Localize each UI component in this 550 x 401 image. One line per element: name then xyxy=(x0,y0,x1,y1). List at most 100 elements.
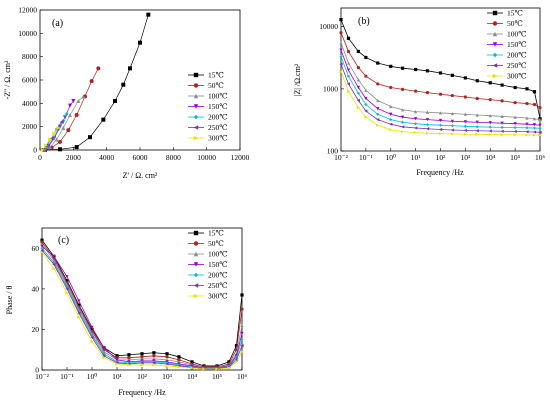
x-tick-label: 10² xyxy=(137,372,148,381)
panel-label-a: (a) xyxy=(52,18,63,29)
data-point xyxy=(525,87,528,90)
data-point xyxy=(339,31,342,34)
data-point xyxy=(364,75,367,78)
data-point xyxy=(401,125,404,128)
x-tick-label: 10¹ xyxy=(112,372,122,381)
data-point xyxy=(533,130,536,133)
legend-item: 300℃ xyxy=(188,292,228,301)
legend-marker xyxy=(194,115,198,119)
legend-item: 100℃ xyxy=(188,92,228,101)
data-point xyxy=(240,332,243,335)
legend-label: 300℃ xyxy=(507,72,527,81)
impedance-modulus-chart: 10⁻² 10⁻¹ 10⁰ 10¹ 10² 10³ 10⁴ 10⁵ 10⁶10010001000… xyxy=(293,8,545,177)
legend-item: 150℃ xyxy=(188,260,228,269)
data-point xyxy=(476,79,479,82)
y-tick-label: 10000 xyxy=(319,22,338,31)
data-point xyxy=(489,126,492,129)
data-point xyxy=(339,41,342,44)
legend-b: 15℃50℃100℃150℃200℃250℃300℃ xyxy=(487,9,527,81)
legend-item: 50℃ xyxy=(188,81,224,90)
legend-marker xyxy=(493,21,497,25)
legend-label: 300℃ xyxy=(208,134,228,143)
data-point xyxy=(389,65,392,68)
legend-label: 15℃ xyxy=(507,9,523,18)
data-point xyxy=(347,50,350,53)
data-point xyxy=(347,69,350,72)
legend-item: 300℃ xyxy=(188,134,228,143)
data-point xyxy=(77,316,80,319)
data-point xyxy=(165,352,168,355)
data-point xyxy=(426,127,429,130)
y-tick-label: 20 xyxy=(32,325,40,334)
data-point xyxy=(389,123,392,126)
data-point xyxy=(426,123,429,126)
data-point xyxy=(426,91,429,94)
legend-marker xyxy=(493,74,497,78)
legend-item: 200℃ xyxy=(188,271,228,280)
data-point xyxy=(414,90,417,93)
x-tick-label: 10¹ xyxy=(411,153,421,162)
y-tick-label: 100 xyxy=(327,147,339,156)
data-point xyxy=(501,130,504,133)
impedance-nyquist-chart: 0 2000 4000 6000 8000 10000 120000200040006000… xyxy=(3,6,250,181)
legend-item: 15℃ xyxy=(188,71,224,80)
legend-marker xyxy=(194,294,198,298)
legend-label: 200℃ xyxy=(208,113,228,122)
data-point xyxy=(489,129,492,132)
data-point xyxy=(464,76,467,79)
legend-label: 50℃ xyxy=(208,239,224,248)
data-point xyxy=(165,355,168,358)
data-point xyxy=(501,83,504,86)
data-point xyxy=(58,147,62,151)
data-point xyxy=(52,267,55,270)
data-point xyxy=(525,130,528,133)
y-tick-label: 12000 xyxy=(18,6,37,15)
data-point xyxy=(464,129,467,132)
y-tick-label: 1000 xyxy=(323,84,338,93)
legend-item: 150℃ xyxy=(188,102,228,111)
data-point xyxy=(357,66,360,69)
x-tick-label: 2000 xyxy=(66,153,81,162)
series-line xyxy=(44,96,83,150)
legend-marker xyxy=(493,11,497,15)
data-point xyxy=(128,66,132,70)
data-point xyxy=(538,127,541,130)
legend-item: 100℃ xyxy=(487,30,527,39)
data-point xyxy=(501,99,504,102)
y-tick-label: 0 xyxy=(33,146,37,155)
legend-item: 200℃ xyxy=(188,113,228,122)
data-point xyxy=(514,133,517,136)
legend-item: 50℃ xyxy=(188,239,224,248)
legend-label: 200℃ xyxy=(507,51,527,60)
legend-item: 100℃ xyxy=(188,250,228,259)
legend-item: 250℃ xyxy=(188,123,228,132)
x-tick-label: 10⁵ xyxy=(212,372,223,381)
legend-label: 250℃ xyxy=(208,123,228,132)
x-axis-label-c: Frequency /Hz xyxy=(118,388,166,397)
series-line xyxy=(45,15,148,150)
y-tick-label: 10000 xyxy=(18,29,37,38)
data-point xyxy=(66,128,70,132)
legend-marker xyxy=(493,53,497,57)
x-tick-label: 10⁻¹ xyxy=(60,372,74,381)
data-point xyxy=(113,99,117,103)
data-point xyxy=(127,353,130,356)
data-point xyxy=(533,90,536,93)
legend-marker xyxy=(194,73,198,77)
legend-label: 50℃ xyxy=(208,81,224,90)
data-point xyxy=(476,97,479,100)
data-point xyxy=(96,66,100,70)
data-point xyxy=(489,133,492,136)
legend-item: 150℃ xyxy=(487,40,527,49)
x-tick-label: 4000 xyxy=(99,153,114,162)
data-point xyxy=(514,126,517,129)
data-point xyxy=(451,124,454,127)
data-point xyxy=(138,41,142,45)
data-point xyxy=(240,308,243,311)
data-point xyxy=(533,134,536,137)
legend-item: 50℃ xyxy=(487,19,523,28)
legend-label: 15℃ xyxy=(208,229,224,238)
data-point xyxy=(65,275,68,278)
data-point xyxy=(501,126,504,129)
data-point xyxy=(152,351,155,354)
